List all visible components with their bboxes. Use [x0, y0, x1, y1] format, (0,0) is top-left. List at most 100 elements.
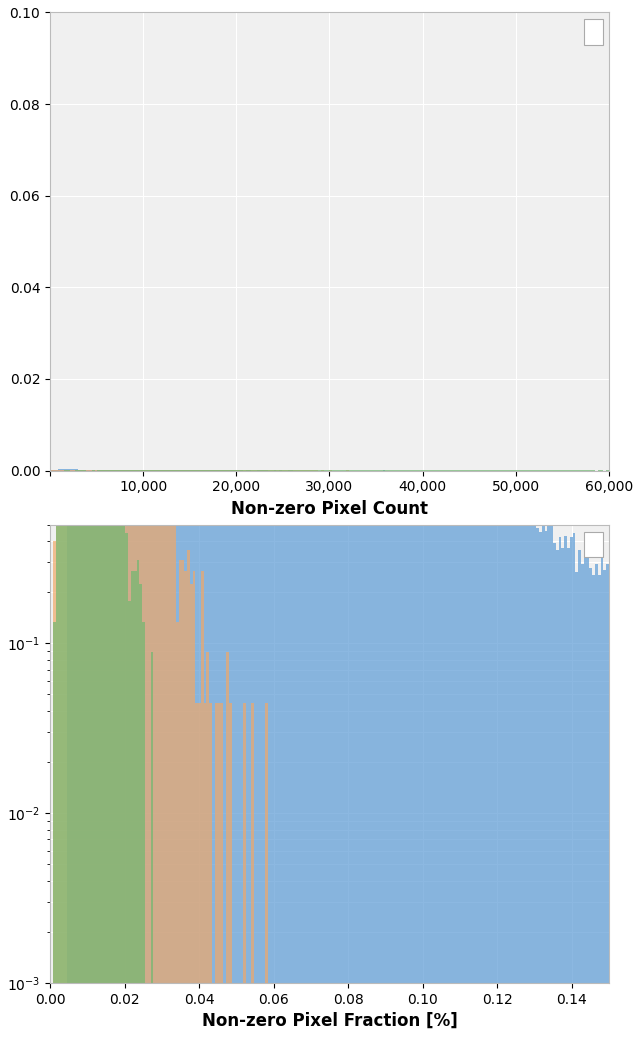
Bar	[520, 500, 522, 1037]
Bar	[111, 245, 115, 1037]
Bar	[83, 225, 86, 1037]
Bar	[243, 325, 246, 1037]
Bar	[573, 533, 575, 1037]
Bar	[428, 455, 430, 1037]
Bar	[67, 139, 70, 1037]
Bar	[279, 354, 282, 1037]
Bar	[83, 146, 86, 1037]
Bar	[441, 458, 444, 1037]
Bar	[232, 324, 234, 1037]
Bar	[301, 369, 304, 1037]
Bar	[598, 574, 600, 1037]
Bar	[539, 532, 542, 1037]
Bar	[310, 379, 313, 1037]
Bar	[352, 399, 355, 1037]
Bar	[534, 525, 536, 1037]
Bar	[215, 703, 218, 1037]
Bar	[511, 493, 514, 1037]
Bar	[86, 158, 89, 1037]
Bar	[220, 703, 223, 1037]
Bar	[95, 264, 97, 1037]
Bar	[481, 487, 483, 1037]
Bar	[355, 408, 357, 1037]
Bar	[318, 387, 321, 1037]
Bar	[170, 527, 173, 1037]
Bar	[234, 326, 237, 1037]
Bar	[92, 183, 95, 1037]
Bar	[72, 100, 75, 1037]
Bar	[374, 414, 377, 1037]
Bar	[324, 391, 326, 1037]
Bar	[584, 544, 587, 1037]
Bar	[97, 202, 100, 1037]
Bar	[97, 292, 100, 1037]
Bar	[64, 469, 67, 471]
Bar	[402, 438, 405, 1037]
Bar	[408, 437, 410, 1037]
Bar	[89, 216, 92, 1037]
Bar	[125, 254, 128, 1037]
Bar	[293, 364, 296, 1037]
Bar	[115, 278, 117, 1037]
Bar	[56, 338, 58, 1037]
Bar	[475, 486, 477, 1037]
Bar	[399, 442, 402, 1037]
Bar	[447, 460, 450, 1037]
Bar	[150, 652, 154, 1037]
Bar	[207, 652, 209, 1037]
Bar	[257, 340, 260, 1037]
Bar	[287, 357, 291, 1037]
Bar	[204, 304, 207, 1037]
FancyBboxPatch shape	[584, 532, 604, 557]
Bar	[522, 520, 525, 1037]
Bar	[595, 564, 598, 1037]
Bar	[134, 370, 136, 1037]
Bar	[477, 484, 481, 1037]
Bar	[115, 443, 117, 1037]
Bar	[371, 410, 374, 1037]
Bar	[363, 416, 366, 1037]
Bar	[198, 303, 201, 1037]
Bar	[173, 282, 176, 1037]
Bar	[189, 585, 193, 1037]
Bar	[589, 568, 592, 1037]
Bar	[176, 283, 179, 1037]
Bar	[164, 278, 167, 1037]
Bar	[170, 283, 173, 1037]
Bar	[156, 272, 159, 1037]
Bar	[201, 571, 204, 1037]
Bar	[184, 295, 187, 1037]
Bar	[75, 117, 78, 1037]
Bar	[123, 252, 125, 1037]
Bar	[95, 233, 97, 1037]
Bar	[394, 432, 397, 1037]
Bar	[226, 652, 229, 1037]
Bar	[78, 132, 81, 1037]
Bar	[72, 470, 75, 471]
Bar	[106, 349, 109, 1037]
Bar	[134, 258, 136, 1037]
Bar	[223, 311, 226, 1037]
Bar	[103, 225, 106, 1037]
Bar	[391, 427, 394, 1037]
Bar	[75, 219, 78, 1037]
Bar	[550, 525, 553, 1037]
Bar	[70, 469, 72, 471]
Bar	[463, 481, 467, 1037]
Bar	[81, 224, 83, 1037]
Bar	[61, 136, 64, 1037]
Bar	[282, 355, 285, 1037]
Bar	[469, 476, 472, 1037]
Bar	[78, 133, 81, 1037]
Bar	[142, 622, 145, 1037]
Bar	[547, 518, 550, 1037]
FancyBboxPatch shape	[584, 20, 604, 45]
Bar	[89, 226, 92, 1037]
Bar	[120, 304, 123, 1037]
Bar	[125, 533, 128, 1037]
Bar	[514, 523, 516, 1037]
Bar	[58, 240, 61, 1037]
Bar	[89, 170, 92, 1037]
Bar	[120, 466, 123, 1037]
Bar	[299, 371, 301, 1037]
